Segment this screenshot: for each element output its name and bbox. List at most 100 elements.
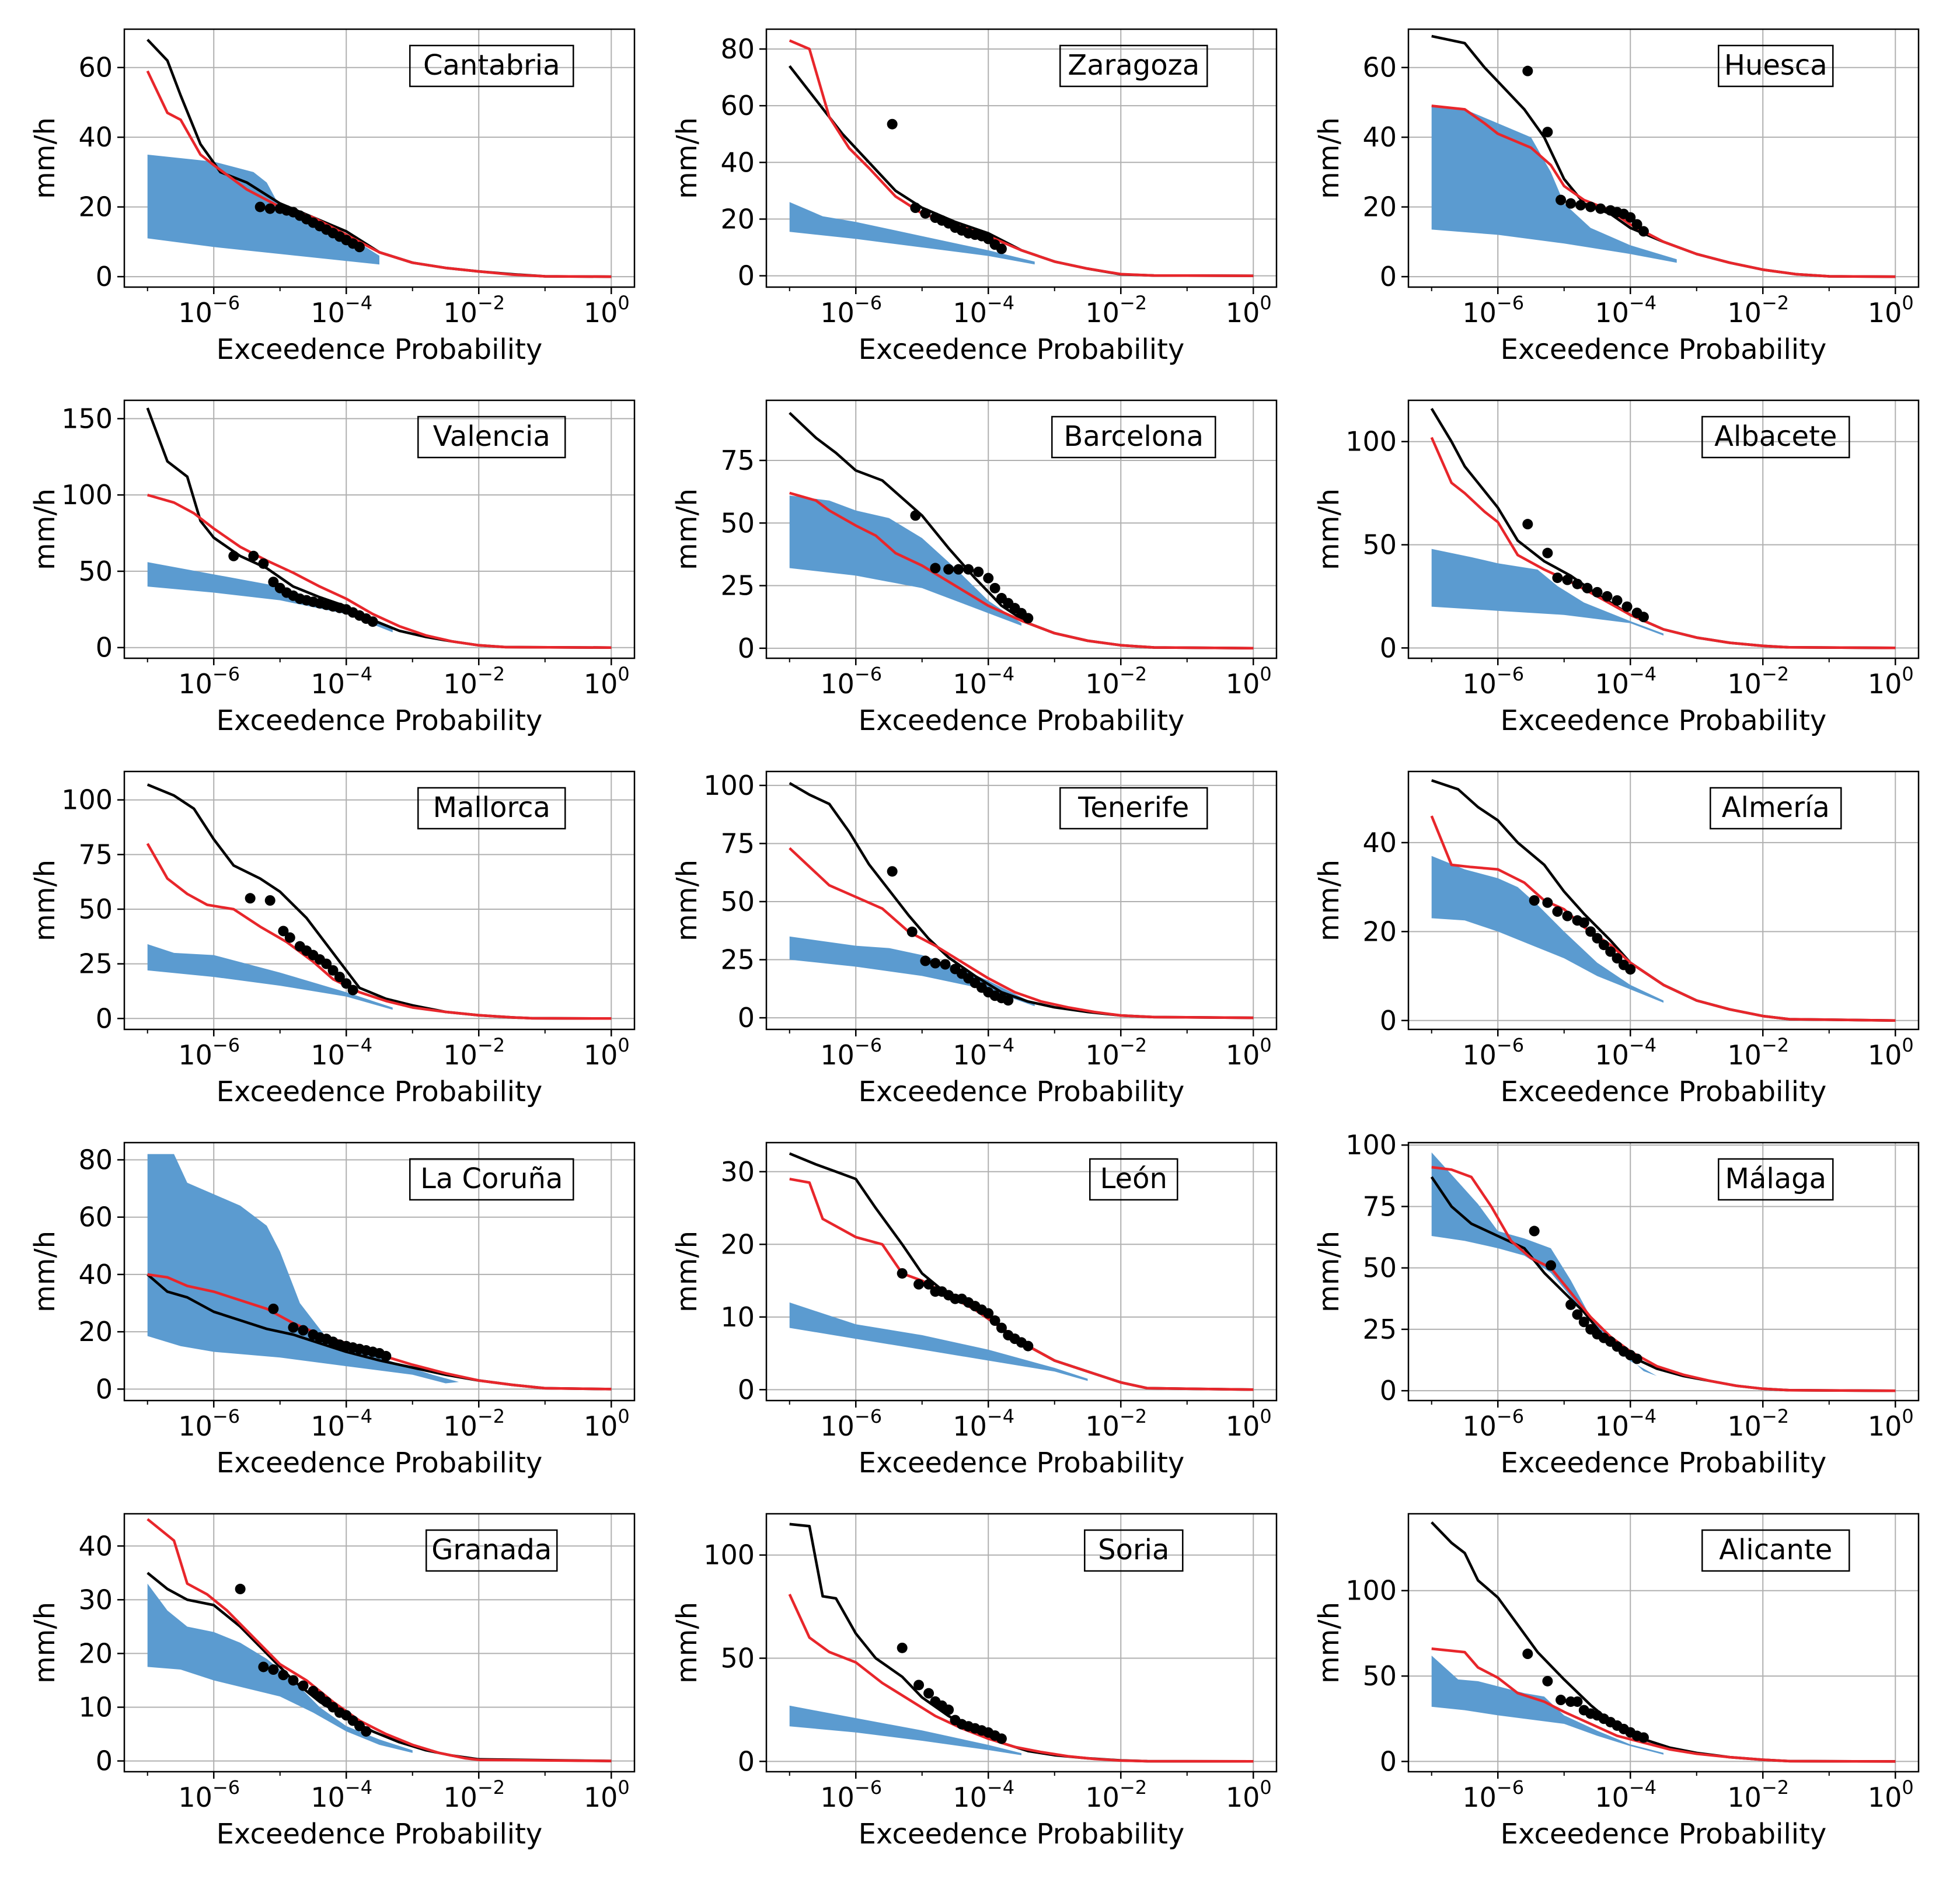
observation-point <box>1552 572 1563 584</box>
model-line <box>146 843 612 1020</box>
y-tick-label: 20 <box>78 1316 113 1347</box>
chart-title-box <box>1718 44 1834 88</box>
x-axis-label: Exceedence Probability <box>859 1818 1185 1850</box>
observation-point <box>1552 906 1563 917</box>
x-tick-label: 10−2 <box>1085 1034 1147 1071</box>
x-tick-label: 100 <box>1868 1405 1914 1442</box>
y-tick-label: 75 <box>78 839 113 870</box>
x-tick-label: 100 <box>1868 1776 1914 1813</box>
model-line <box>1431 1165 1896 1392</box>
uncertainty-band <box>147 562 393 633</box>
observation-point <box>1621 601 1633 612</box>
y-tick-label: 0 <box>1380 261 1397 292</box>
observation-point <box>1638 612 1649 623</box>
observation-point <box>1529 895 1540 906</box>
y-tick-label: 0 <box>738 633 755 664</box>
uncertainty-band <box>147 1154 459 1384</box>
observation-point <box>906 926 918 937</box>
chart-title-box <box>409 44 574 88</box>
model-line <box>789 491 1254 650</box>
observation-point <box>1631 219 1642 230</box>
model-line <box>788 1593 1254 1763</box>
x-axis-label: Exceedence Probability <box>217 1076 543 1108</box>
y-tick-label: 20 <box>720 1228 755 1260</box>
model-line <box>147 494 612 649</box>
axes-frame <box>1407 1513 1920 1773</box>
y-tick-label: 0 <box>96 261 113 292</box>
observation-point <box>1572 1309 1583 1320</box>
axes-frame <box>765 399 1278 659</box>
chart-title-box <box>1059 44 1208 88</box>
x-tick-label: 10−2 <box>1085 1405 1147 1442</box>
chart-svg: 0 25 50 75 100 10−6 10−4 10−2 100 Exceedence Prob… <box>29 770 636 1108</box>
chart-title-box <box>1089 1158 1178 1201</box>
y-tick-label: 50 <box>720 1643 755 1674</box>
x-tick-label: 10−6 <box>820 1405 882 1442</box>
y-tick-label: 0 <box>738 1374 755 1405</box>
observation-point <box>930 958 941 969</box>
x-tick-label: 100 <box>1226 1405 1272 1442</box>
observation-point <box>381 1350 392 1361</box>
observation-point <box>235 1583 246 1594</box>
observation-point <box>1612 953 1623 964</box>
x-tick-label: 10−4 <box>953 1034 1014 1071</box>
y-tick-label: 40 <box>78 121 113 153</box>
chart-title: Albacete <box>1714 420 1837 453</box>
y-tick-label: 40 <box>78 1530 113 1562</box>
observation-point <box>996 1733 1007 1744</box>
model-line <box>789 847 1254 1019</box>
chart-svg: 0 20 40 60 10−6 10−4 10−2 100 Exceedence Probabi… <box>29 28 636 366</box>
uncertainty-band <box>789 495 1021 626</box>
x-tick-label: 10−6 <box>1462 1034 1524 1071</box>
chart-title: Alicante <box>1719 1534 1832 1566</box>
chart-svg: 0 20 40 10−6 10−4 10−2 100 Exceedence Probabili… <box>1313 770 1920 1108</box>
y-tick-label: 80 <box>78 1144 113 1175</box>
y-tick-label: 25 <box>720 570 755 602</box>
observation-point <box>1542 897 1553 908</box>
observation-point <box>887 866 898 877</box>
x-tick-label: 10−2 <box>443 1405 505 1442</box>
observation-point <box>920 955 931 966</box>
observation-point <box>254 201 266 212</box>
y-tick-label: 0 <box>1380 1005 1397 1036</box>
observation-point <box>989 582 1000 593</box>
y-tick-label: 50 <box>78 556 113 587</box>
axes-frame <box>765 1513 1278 1773</box>
y-axis-label: mm/h <box>671 860 703 941</box>
x-axis-label: Exceedence Probability <box>1501 1447 1827 1479</box>
observation-point <box>1562 574 1573 585</box>
observation-point <box>268 1664 279 1675</box>
observation-point <box>268 577 279 588</box>
y-tick-label: 40 <box>78 1259 113 1290</box>
y-tick-label: 20 <box>720 203 755 235</box>
y-tick-label: 0 <box>96 1003 113 1034</box>
chart-title: Tenerife <box>1077 791 1189 824</box>
chart-panel-granada: 0 10 20 30 40 10−6 10−4 10−2 100 Exceedence Proba… <box>0 1485 639 1854</box>
x-tick-label: 10−2 <box>443 663 505 700</box>
observation-point <box>1578 1317 1589 1328</box>
chart-svg: 0 20 40 60 10−6 10−4 10−2 100 Exceedence Probabi… <box>1313 28 1920 366</box>
observation-point <box>288 1675 299 1686</box>
y-axis-label: mm/h <box>671 117 703 199</box>
observation-point <box>913 1279 925 1290</box>
y-axis-label: mm/h <box>29 1231 61 1312</box>
chart-title: Barcelona <box>1064 420 1204 453</box>
y-tick-label: 0 <box>738 1745 755 1777</box>
x-tick-label: 100 <box>584 663 630 700</box>
observation-point <box>1585 926 1596 937</box>
x-tick-label: 10−6 <box>820 1776 882 1813</box>
x-axis-label: Exceedence Probability <box>217 1447 543 1479</box>
y-tick-label: 75 <box>720 827 755 859</box>
observation-point <box>1542 547 1553 558</box>
axes-frame <box>765 770 1278 1031</box>
x-tick-label: 10−4 <box>311 663 372 700</box>
y-axis-label: mm/h <box>1313 117 1345 199</box>
observation-point <box>245 893 256 904</box>
x-axis-label: Exceedence Probability <box>859 1076 1185 1108</box>
observation-point <box>989 1315 1000 1326</box>
x-tick-label: 10−2 <box>443 1776 505 1813</box>
chart-title: León <box>1100 1162 1167 1195</box>
chart-title: Málaga <box>1725 1162 1826 1195</box>
observation-point <box>943 1704 954 1715</box>
